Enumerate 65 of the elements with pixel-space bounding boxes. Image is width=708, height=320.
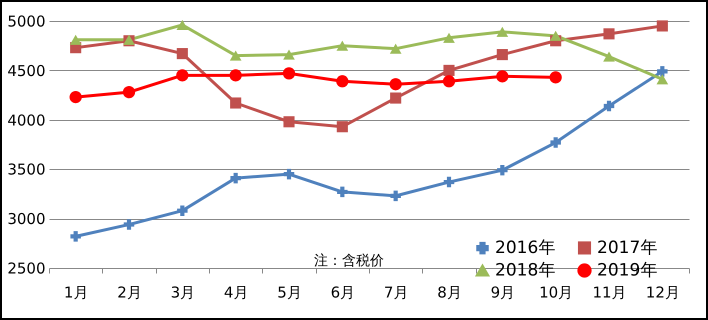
point [496,26,508,37]
point [176,69,188,82]
x-tick-label: 9月 [490,284,516,302]
point [176,20,188,30]
y-tick-label: 2500 [7,260,46,278]
point [284,168,294,180]
point [230,172,241,184]
x-tick-label: 2月 [117,284,142,302]
y-tick-label: 4500 [7,62,46,80]
point [283,116,295,128]
point [443,32,455,43]
point [443,64,455,76]
x-tick-label: 1月 [64,284,88,302]
x-tick-label: 5月 [277,284,302,302]
point [336,40,348,51]
point [70,90,82,104]
legend-label: 2016年 [495,238,556,258]
point [656,74,668,84]
point [337,186,348,198]
point [177,205,188,216]
y-tick-label: 3000 [7,210,46,228]
point [70,231,81,242]
point [124,219,134,230]
point [336,75,348,88]
point [390,190,401,202]
point [550,30,562,41]
point [336,121,348,132]
legend-label: 2019年 [597,260,658,280]
point [390,44,402,54]
point [604,100,614,112]
point [390,92,402,104]
x-tick-label: 6月 [330,284,356,302]
x-tick-label: 7月 [384,284,408,302]
point [497,164,508,176]
point [230,97,242,109]
x-tick-label: 8月 [437,284,462,302]
point [282,67,296,80]
point [603,28,615,40]
point [656,20,668,32]
x-tick-label: 11月 [592,284,627,302]
point [230,50,242,61]
point [122,86,136,98]
point [657,66,668,77]
x-tick-label: 10月 [539,284,574,302]
annotation: 注：含税价 [314,253,384,269]
point [496,49,508,60]
point [283,50,295,60]
point [496,70,508,82]
legend-label: 2018年 [495,260,556,280]
point [442,75,456,88]
y-tick-label: 4000 [7,111,46,130]
x-tick-label: 12月 [646,284,680,302]
point [550,71,562,84]
point [70,34,82,45]
point [550,137,561,148]
y-tick-label: 5000 [7,12,46,30]
y-tick-label: 3500 [7,160,46,179]
point [230,69,242,82]
x-tick-label: 3月 [170,284,196,302]
x-tick-label: 4月 [224,284,248,302]
point [390,78,402,90]
point [444,176,454,188]
point [603,52,615,62]
legend-label: 2017年 [597,238,658,258]
point [176,48,188,60]
